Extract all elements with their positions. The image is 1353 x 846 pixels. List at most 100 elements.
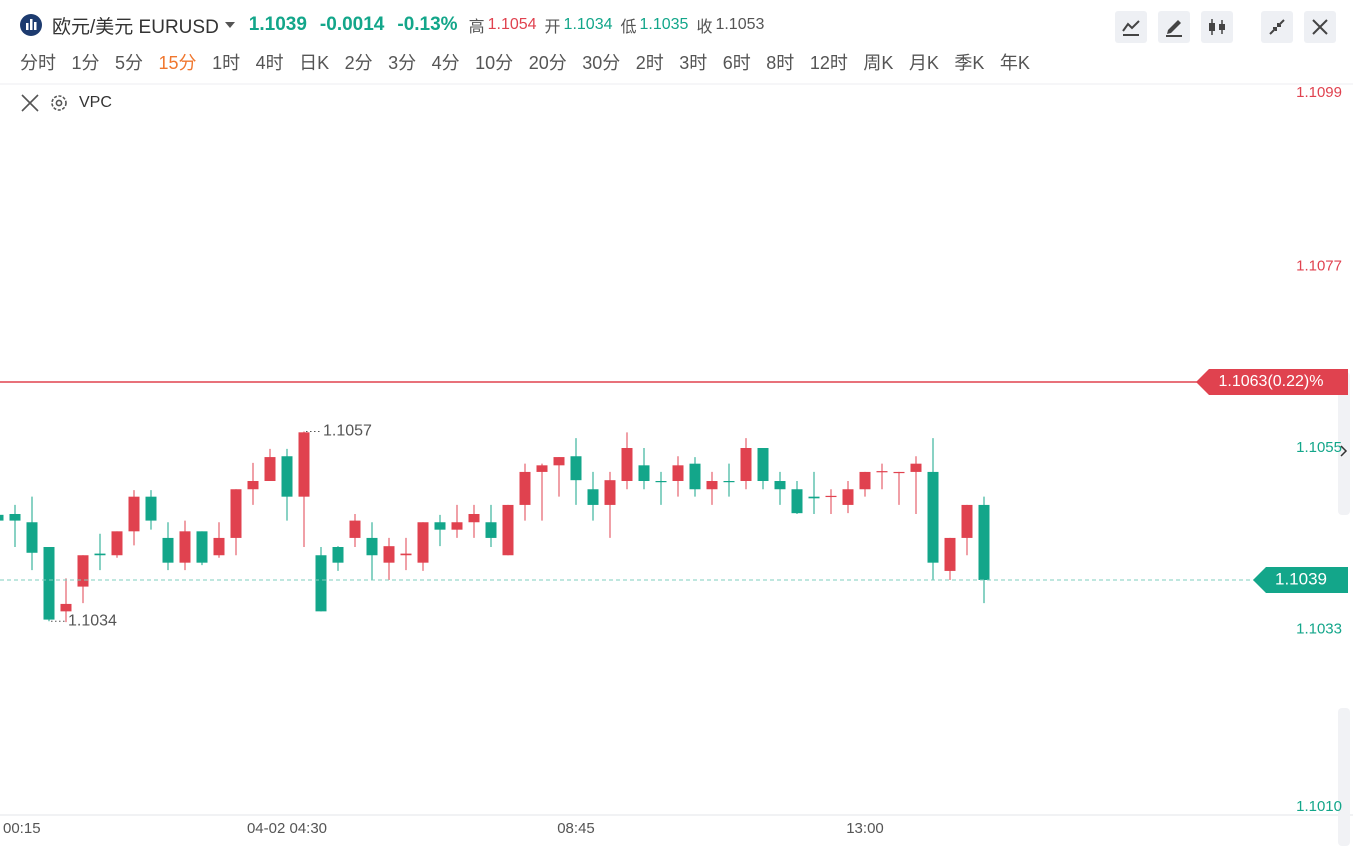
candle-body <box>740 448 752 481</box>
candle-body <box>128 496 140 532</box>
period-tab[interactable]: 3分 <box>388 53 417 73</box>
period-tab[interactable]: 12时 <box>809 53 848 73</box>
period-tab[interactable]: 日K <box>299 53 330 73</box>
period-tabs: 分时 1分 5分 15分 1时 4时 日K 2分 3分 4分 10分 20分 30分 2时 3时 6时 8时 12… <box>20 49 1030 75</box>
period-tab[interactable]: 2时 <box>635 53 664 73</box>
period-tab[interactable]: 2分 <box>344 53 373 73</box>
candle-body <box>757 448 769 481</box>
price: 1.1039 <box>248 14 307 35</box>
last-price-bg <box>1253 567 1348 593</box>
candle-body <box>859 471 871 490</box>
tool-button[interactable] <box>1201 11 1233 43</box>
dropdown-caret[interactable] <box>224 22 235 28</box>
period-tab[interactable]: 分时 <box>20 53 56 73</box>
candle-body <box>723 481 735 483</box>
annotation: 1.1057 <box>323 423 372 440</box>
candle-body <box>298 432 310 497</box>
x-tick-label: 08:45 <box>557 820 595 837</box>
y-tick-label: 1.1055 <box>1296 439 1342 456</box>
stat-label: 开 <box>544 19 561 36</box>
x-tick-label: 00:15 <box>3 820 41 837</box>
indicator-bar: VPC <box>20 92 112 114</box>
candle-body <box>315 555 327 612</box>
change: -0.0014 <box>319 14 385 35</box>
stat-label: 低 <box>620 19 637 36</box>
period-tab[interactable]: 周K <box>863 53 894 73</box>
period-tab[interactable]: 季K <box>954 53 985 73</box>
candle-body <box>553 457 565 466</box>
tool-button[interactable] <box>1115 11 1147 43</box>
annotation: 1.1034 <box>68 612 117 629</box>
period-tab[interactable]: 30分 <box>582 53 621 73</box>
candle-body <box>655 481 667 483</box>
candle-body <box>876 471 888 473</box>
candle-body <box>247 481 259 490</box>
candle-body <box>145 496 157 521</box>
period-tab[interactable]: 月K <box>908 53 939 73</box>
symbol-title: 欧元/美元 EURUSD <box>52 16 219 38</box>
candle-body <box>9 514 21 521</box>
reference-label-bg <box>1196 369 1348 395</box>
scrollbar[interactable] <box>1338 708 1350 846</box>
header: 欧元/美元 EURUSD 1.1039 -0.0014 -0.13% 高 1.10… <box>20 12 772 38</box>
candle-body <box>808 496 820 499</box>
candle-body <box>400 553 412 556</box>
period-tab[interactable]: 10分 <box>475 53 514 73</box>
candle-body <box>349 520 361 538</box>
candle-body <box>961 504 973 538</box>
candle-body <box>621 448 633 481</box>
period-tab[interactable]: 4分 <box>431 53 460 73</box>
tool-button[interactable] <box>1304 11 1336 43</box>
stat-value: 1.1035 <box>639 16 689 33</box>
stat-value: 1.1054 <box>487 16 537 33</box>
period-tab[interactable]: 1时 <box>212 53 241 73</box>
candle-body <box>111 531 123 556</box>
period-tab[interactable]: 年K <box>999 53 1030 73</box>
candle-body <box>230 489 242 538</box>
candle-body <box>502 504 514 556</box>
tool-button[interactable] <box>1158 11 1190 43</box>
candle-body <box>332 547 344 563</box>
icon <box>1122 20 1140 36</box>
reference-label: 1.1063(0.22)% <box>1219 373 1324 390</box>
candle-body <box>927 471 939 563</box>
period-tab[interactable]: 15分 <box>158 53 197 73</box>
candle-body <box>519 471 531 505</box>
candle-body <box>434 522 446 530</box>
last-price-label: 1.1039 <box>1275 569 1327 588</box>
candle-body <box>281 456 293 497</box>
y-tick-label: 1.1099 <box>1296 84 1342 101</box>
symbol-icon <box>20 14 42 36</box>
candle-body <box>689 463 701 490</box>
period-tab[interactable]: 5分 <box>115 53 144 73</box>
stat-value: 1.1034 <box>563 16 613 33</box>
period-tab[interactable]: 20分 <box>528 53 567 73</box>
candle-body <box>77 555 89 587</box>
candle-body <box>638 465 650 481</box>
period-tab[interactable]: 8时 <box>766 53 795 73</box>
tool-button[interactable] <box>1261 11 1293 43</box>
period-tab[interactable]: 4时 <box>255 53 284 73</box>
period-tab[interactable]: 3时 <box>679 53 708 73</box>
period-tab[interactable]: 1分 <box>71 53 100 73</box>
indicator-name: VPC <box>79 94 112 111</box>
candle-body <box>43 547 55 620</box>
candle-body <box>893 471 905 474</box>
period-tab[interactable]: 6时 <box>722 53 751 73</box>
settings-icon[interactable] <box>48 92 70 114</box>
scrollbar[interactable] <box>1338 372 1350 515</box>
candle-body <box>468 514 480 523</box>
icon <box>1312 19 1328 35</box>
candle-body <box>536 465 548 472</box>
stats: 高 1.1054 开 1.1034 低 1.1035 收 1.1053 <box>469 13 773 37</box>
change-pct: -0.13% <box>397 14 458 35</box>
candle-body <box>485 522 497 538</box>
close-icon[interactable] <box>20 93 40 113</box>
candle-body <box>162 537 174 563</box>
stat-label: 收 <box>696 19 713 36</box>
candle-body <box>706 481 718 490</box>
expand-arrow[interactable] <box>1340 445 1348 457</box>
candle-body <box>60 603 72 612</box>
